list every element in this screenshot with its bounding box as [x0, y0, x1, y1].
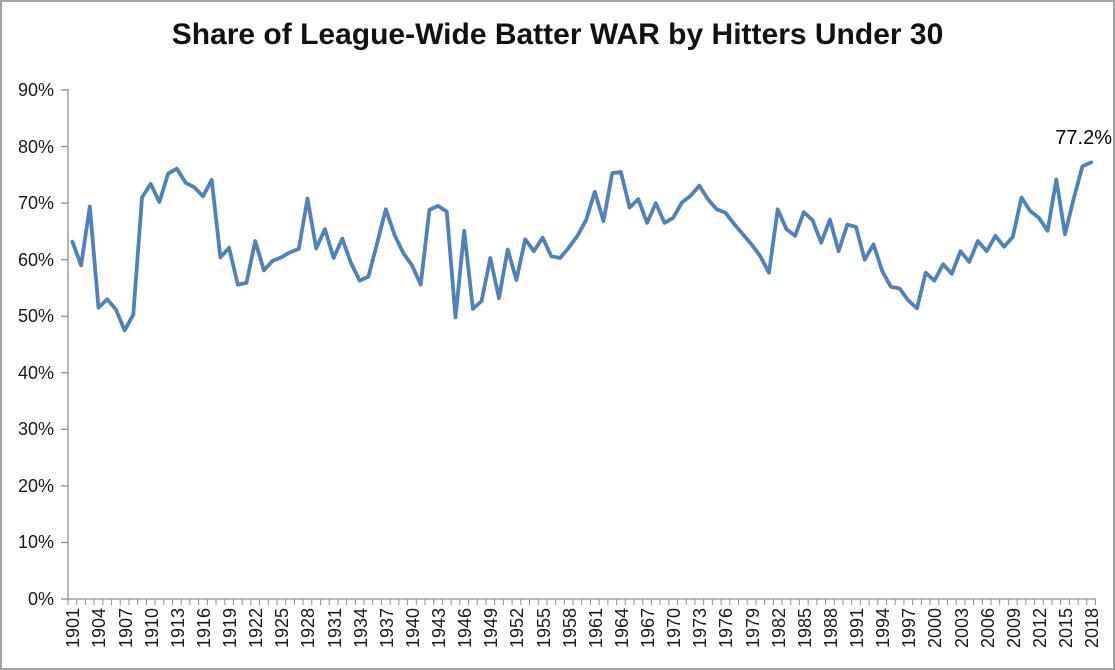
y-axis-tick-label: 70%: [17, 193, 54, 214]
x-axis-tick-label: 1922: [246, 607, 267, 648]
x-axis-tick-label: 1979: [742, 607, 763, 648]
x-axis-tick-label: 1958: [559, 607, 580, 648]
chart-title: Share of League-Wide Batter WAR by Hitte…: [171, 18, 944, 51]
end-point-data-label: 77.2%: [1055, 127, 1112, 149]
y-axis-tick-label: 80%: [17, 136, 54, 157]
x-axis-tick-label: 1925: [272, 607, 293, 648]
x-axis-tick-label: 1928: [298, 607, 319, 648]
x-axis-tick-label: 1946: [455, 607, 476, 648]
x-axis-tick-label: 1943: [429, 607, 450, 648]
x-axis-tick-label: 2000: [925, 607, 946, 648]
y-axis-tick-label: 0%: [27, 589, 54, 609]
x-axis-tick-label: 1904: [89, 607, 110, 648]
x-axis-tick-label: 1913: [167, 607, 188, 648]
x-axis-tick-label: 1916: [193, 607, 214, 648]
x-axis-tick-label: 1949: [481, 607, 502, 648]
x-axis-tick-label: 1919: [220, 607, 241, 648]
y-axis-tick-label: 60%: [17, 249, 54, 270]
x-axis-tick-label: 1910: [141, 607, 162, 648]
x-axis-tick-label: 1985: [794, 607, 815, 648]
y-axis-tick-label: 50%: [17, 306, 54, 327]
x-axis-tick-label: 2009: [1003, 607, 1024, 648]
trend-line: [70, 160, 1093, 333]
x-axis-tick-label: 1988: [820, 607, 841, 648]
y-axis-tick-label: 90%: [17, 80, 54, 100]
x-axis-tick-label: 1955: [533, 607, 554, 648]
x-axis-tick-label: 1934: [350, 607, 371, 648]
x-axis-tick-label: 1952: [507, 607, 528, 648]
x-axis-tick-label: 2006: [977, 607, 998, 648]
x-axis-tick-label: 1970: [664, 607, 685, 648]
x-axis-tick-label: 1961: [585, 607, 606, 648]
x-axis-tick-label: 1940: [402, 607, 423, 648]
x-axis-tick-label: 1997: [899, 607, 920, 648]
x-axis-tick-label: 1931: [324, 607, 345, 648]
x-axis-tick-label: 1994: [873, 607, 894, 648]
y-axis-tick-label: 40%: [17, 362, 54, 383]
x-axis-tick-label: 1964: [611, 607, 632, 648]
y-axis-tick-label: 30%: [17, 419, 54, 440]
x-axis-tick-label: 1973: [690, 607, 711, 648]
x-axis-tick-label: 1976: [716, 607, 737, 648]
x-axis-tick-label: 1907: [115, 607, 136, 648]
x-axis-tick-label: 1991: [847, 607, 868, 648]
x-axis-tick-label: 1967: [638, 607, 659, 648]
x-axis-tick-label: 2018: [1082, 607, 1103, 648]
x-axis-tick-label: 2003: [951, 607, 972, 648]
y-axis-tick-label: 20%: [17, 475, 54, 496]
x-axis-tick-label: 1937: [376, 607, 397, 648]
y-axis-tick-label: 10%: [17, 532, 54, 553]
x-axis-tick-label: 2015: [1056, 607, 1077, 648]
x-axis-tick-label: 1901: [63, 607, 84, 648]
x-axis-tick-label: 2012: [1029, 607, 1050, 648]
x-axis-tick-label: 1982: [768, 607, 789, 648]
